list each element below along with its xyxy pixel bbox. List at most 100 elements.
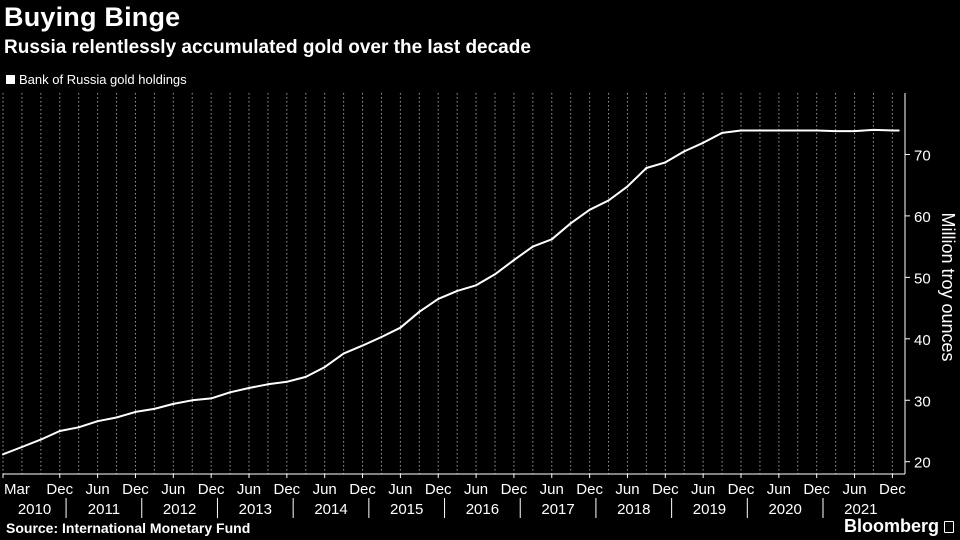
data-point <box>285 380 288 383</box>
data-point <box>20 445 23 448</box>
x-tick-label-month: Dec <box>728 481 755 498</box>
y-tick-label: 50 <box>914 270 931 287</box>
x-axis: Mar Dec Jun Dec Jun Dec Jun Dec Jun Dec Jun Dec Jun D… <box>2 473 906 518</box>
data-point <box>897 129 900 132</box>
data-point <box>853 130 856 133</box>
data-point <box>588 208 591 211</box>
x-tick-label-month: Jun <box>86 481 110 498</box>
data-point <box>418 310 421 313</box>
data-point <box>702 141 705 144</box>
x-tick-label-month: Jun <box>842 481 866 498</box>
data-point <box>891 129 894 132</box>
chart-title: Buying Binge <box>4 2 181 32</box>
x-tick-label-year: 2017 <box>541 501 574 518</box>
data-point <box>134 410 137 413</box>
data-point <box>607 199 610 202</box>
x-tick-label-month: Dec <box>122 481 149 498</box>
data-point <box>437 297 440 300</box>
data-point <box>342 352 345 355</box>
x-tick-label-month: Dec <box>879 481 906 498</box>
x-tick-label-month: Dec <box>576 481 603 498</box>
x-tick-label-month: Jun <box>237 481 261 498</box>
x-tick-label-month: Dec <box>274 481 301 498</box>
chart-subtitle: Russia relentlessly accumulated gold ove… <box>4 37 531 58</box>
data-point <box>872 128 875 131</box>
data-point <box>721 131 724 134</box>
data-point <box>758 129 761 132</box>
y-axis: 20 30 40 50 60 70 <box>904 93 931 474</box>
x-tick-label-month: Dec <box>349 481 376 498</box>
bookmark-icon <box>944 520 954 533</box>
data-point <box>683 150 686 153</box>
data-point <box>777 129 780 132</box>
data-point <box>626 185 629 188</box>
data-point <box>531 245 534 248</box>
x-tick-label-month: Dec <box>501 481 528 498</box>
data-point <box>172 402 175 405</box>
y-tick-label: 40 <box>914 332 931 349</box>
x-tick-label-year: 2010 <box>18 501 51 518</box>
source-note: Source: International Monetary Fund <box>6 520 251 536</box>
data-point <box>475 284 478 287</box>
data-point <box>569 222 572 225</box>
data-point <box>550 238 553 241</box>
legend-swatch <box>6 75 15 84</box>
data-point <box>229 391 232 394</box>
legend-label: Bank of Russia gold holdings <box>19 72 187 87</box>
data-point <box>494 273 496 276</box>
data-point <box>740 129 742 132</box>
data-point <box>2 453 4 456</box>
data-point <box>664 161 667 164</box>
y-tick-label: 30 <box>914 393 931 410</box>
y-tick-label: 60 <box>914 209 931 226</box>
x-tick-label-year: 2019 <box>693 501 726 518</box>
x-tick-label-month: Dec <box>46 481 73 498</box>
data-point <box>456 289 459 292</box>
x-tick-label-year: 2018 <box>617 501 650 518</box>
brand-logo: Bloomberg <box>844 516 954 537</box>
x-tick-label-month: Dec <box>425 481 452 498</box>
y-axis-label: Million troy ounces <box>938 212 958 361</box>
data-point <box>512 259 515 262</box>
x-tick-label-month: Jun <box>615 481 639 498</box>
data-point <box>399 326 402 329</box>
x-tick-label-month: Jun <box>313 481 337 498</box>
data-point <box>304 375 307 378</box>
data-point <box>96 420 99 423</box>
x-tick-label-month: Jun <box>464 481 488 498</box>
data-point <box>266 383 269 386</box>
data-point <box>323 366 326 369</box>
x-tick-label-month: Dec <box>803 481 830 498</box>
x-tick-label-year: 2020 <box>768 501 801 518</box>
x-tick-label-month: Jun <box>161 481 185 498</box>
data-point <box>153 407 156 410</box>
x-tick-label-year: 2013 <box>239 501 272 518</box>
gridlines <box>2 93 893 474</box>
x-tick-label-month: Jun <box>388 481 412 498</box>
x-tick-label-year: 2021 <box>844 501 877 518</box>
data-point <box>380 335 383 338</box>
x-tick-label-year: 2014 <box>314 501 347 518</box>
y-tick-label: 20 <box>914 455 931 472</box>
data-point <box>115 416 118 419</box>
data-point <box>361 344 364 347</box>
x-tick-label-year: 2016 <box>466 501 499 518</box>
series-group <box>2 128 900 456</box>
data-point <box>39 438 42 441</box>
data-point <box>645 166 648 169</box>
y-tick-label: 70 <box>914 147 931 164</box>
data-point <box>834 130 837 133</box>
x-tick-label-year: 2011 <box>88 501 120 518</box>
data-point <box>796 129 799 132</box>
data-point <box>77 426 80 429</box>
data-point <box>58 429 61 432</box>
x-tick-label-month: Jun <box>691 481 715 498</box>
legend: Bank of Russia gold holdings <box>6 72 187 87</box>
x-tick-label-month: Dec <box>652 481 679 498</box>
x-tick-label-year: 2015 <box>390 501 423 518</box>
x-tick-label-month: Mar <box>4 481 30 498</box>
x-tick-label-month: Jun <box>540 481 564 498</box>
brand-name: Bloomberg <box>843 516 939 536</box>
data-point <box>248 386 250 389</box>
